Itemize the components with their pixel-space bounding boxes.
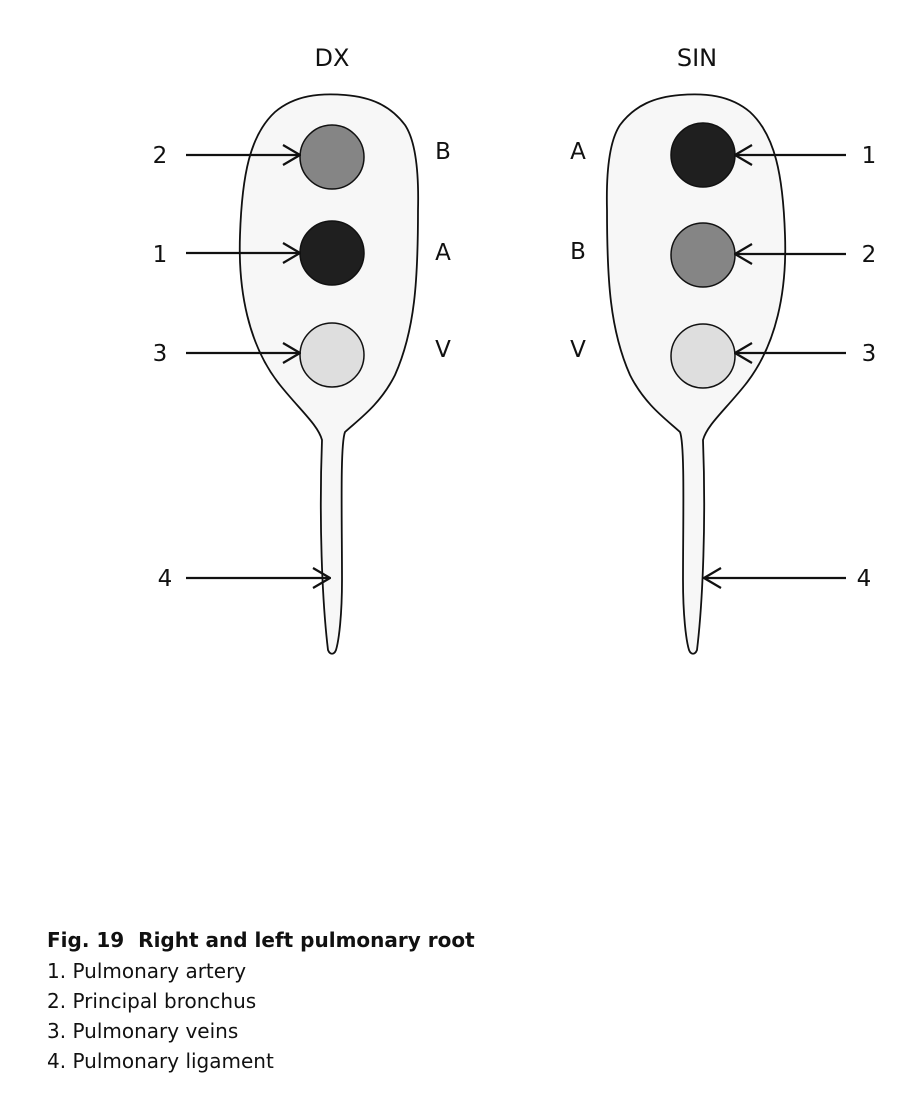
left-letter-b: B bbox=[570, 239, 586, 265]
left-label-1: 1 bbox=[862, 143, 877, 169]
left-label-3: 3 bbox=[862, 341, 877, 367]
pulmonary-root-diagram: DX 2 1 3 4 B A V SIN 1 2 3 4 A B V bbox=[153, 44, 877, 655]
right-vein-circle bbox=[299, 322, 365, 388]
left-root: SIN 1 2 3 4 A B V bbox=[570, 44, 877, 655]
left-vein-circle bbox=[670, 323, 736, 389]
left-letter-v: V bbox=[570, 337, 586, 363]
sin-title: SIN bbox=[677, 44, 717, 72]
legend-item: 2. Principal bronchus bbox=[47, 989, 257, 1013]
left-label-2: 2 bbox=[862, 242, 877, 268]
left-label-4: 4 bbox=[857, 566, 872, 592]
right-label-4: 4 bbox=[158, 566, 173, 592]
left-letter-a: A bbox=[570, 139, 586, 165]
right-label-3: 3 bbox=[153, 341, 168, 367]
right-letter-v: V bbox=[435, 337, 451, 363]
left-bronchus-circle bbox=[670, 222, 736, 288]
right-root: DX 2 1 3 4 B A V bbox=[153, 44, 451, 655]
dx-title: DX bbox=[315, 44, 350, 72]
legend-item: 1. Pulmonary artery bbox=[47, 959, 247, 983]
caption-fig-number: Fig. 19 bbox=[47, 928, 125, 952]
caption-title-text: Right and left pulmonary root bbox=[138, 928, 475, 952]
right-label-1: 1 bbox=[153, 242, 168, 268]
legend-item: 3. Pulmonary veins bbox=[47, 1019, 239, 1043]
caption-title: Fig. 19 Right and left pulmonary root bbox=[47, 928, 475, 952]
figure-caption: Fig. 19 Right and left pulmonary root 1.… bbox=[47, 928, 475, 1076]
right-letter-b: B bbox=[435, 139, 451, 165]
right-letter-a: A bbox=[435, 240, 451, 266]
right-label-2: 2 bbox=[153, 143, 168, 169]
right-artery-circle bbox=[299, 220, 365, 286]
legend-list: 1. Pulmonary artery 2. Principal bronchu… bbox=[47, 956, 475, 1076]
legend-item: 4. Pulmonary ligament bbox=[47, 1049, 274, 1073]
right-bronchus-circle bbox=[299, 124, 365, 190]
left-artery-circle bbox=[670, 122, 736, 188]
